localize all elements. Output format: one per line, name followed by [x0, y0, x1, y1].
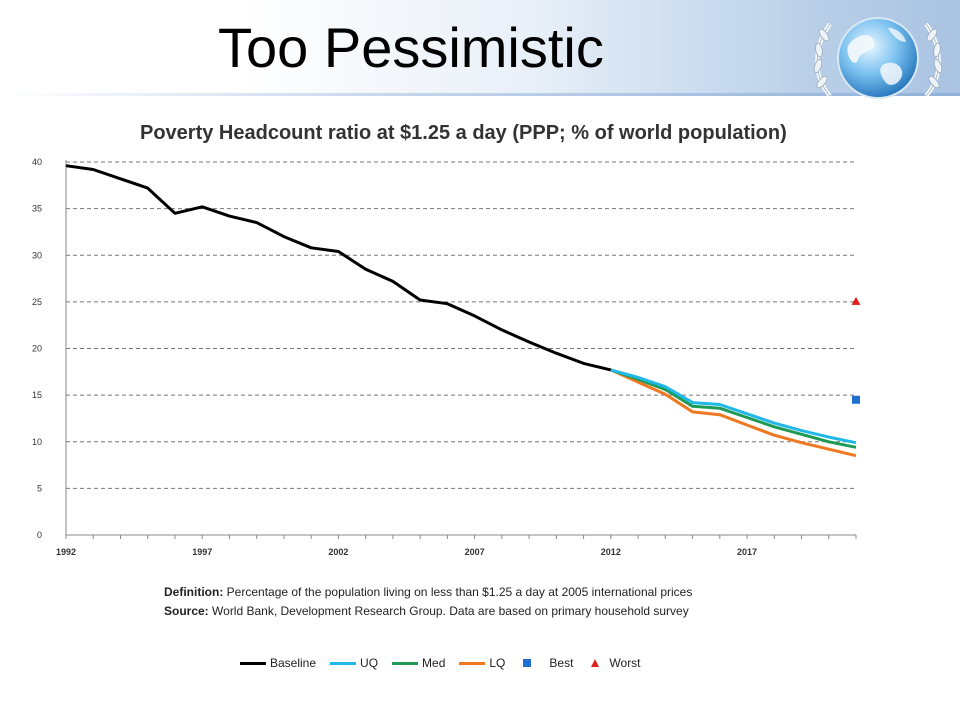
- legend-item-baseline: Baseline: [240, 656, 316, 670]
- legend-swatch-lq: [459, 661, 486, 665]
- series-line-baseline: [65, 164, 612, 372]
- legend-label-worst: Worst: [609, 656, 641, 670]
- slide-title: Too Pessimistic: [218, 16, 604, 79]
- series-line-uq: [610, 368, 857, 445]
- definition-label: Definition:: [164, 585, 224, 599]
- y-tick-label-0: 0: [37, 530, 42, 540]
- poverty-line-chart: 0 5 10 15 20 25 30 35 40 1992 1997 2002 2007 2012 2017: [32, 157, 861, 557]
- legend-swatch-baseline: [240, 661, 266, 665]
- grid-layer: [66, 161, 856, 489]
- y-tick-label-30: 30: [32, 250, 42, 260]
- y-tick-label-25: 25: [32, 297, 42, 307]
- legend-item-med: Med: [392, 656, 445, 670]
- point-best: [852, 395, 860, 404]
- x-tick-label-2017: 2017: [737, 547, 757, 557]
- y-tick-label-5: 5: [37, 483, 42, 493]
- source-line: Source: World Bank, Development Research…: [164, 602, 692, 621]
- legend-item-uq: UQ: [330, 656, 378, 670]
- x-tick-label-1997: 1997: [192, 547, 212, 557]
- x-tick-label-2007: 2007: [465, 547, 485, 557]
- points-layer: [851, 296, 861, 404]
- legend-swatch-worst: [591, 659, 600, 667]
- x-tick-label-2012: 2012: [601, 547, 621, 557]
- chart-notes: Definition: Percentage of the population…: [164, 583, 692, 621]
- chart-legend: Baseline UQ Med LQ Best Worst: [240, 654, 655, 672]
- y-tick-label-10: 10: [32, 437, 42, 447]
- legend-label-lq: LQ: [489, 656, 506, 670]
- point-worst: [851, 296, 861, 305]
- series-line-lq: [610, 368, 857, 458]
- legend-item-worst: Worst: [587, 656, 641, 670]
- legend-item-best: Best: [519, 656, 573, 670]
- y-tick-label-20: 20: [32, 344, 42, 354]
- chart-title: Poverty Headcount ratio at $1.25 a day (…: [140, 122, 787, 144]
- series-layer: [65, 164, 857, 458]
- legend-item-lq: LQ: [459, 656, 505, 670]
- x-tick-label-2002: 2002: [328, 547, 348, 557]
- series-line-med: [610, 368, 857, 449]
- y-tick-label-15: 15: [32, 390, 42, 400]
- globe-laurel-icon: [813, 17, 943, 99]
- legend-swatch-med: [392, 661, 419, 665]
- legend-label-baseline: Baseline: [270, 656, 317, 670]
- definition-line: Definition: Percentage of the population…: [164, 583, 692, 602]
- legend-swatch-uq: [330, 661, 357, 665]
- legend-label-med: Med: [422, 656, 446, 670]
- legend-label-best: Best: [549, 656, 574, 670]
- x-tick-label-1992: 1992: [56, 547, 76, 557]
- header-divider: [0, 93, 960, 96]
- y-tick-label-40: 40: [32, 157, 42, 167]
- definition-text: Percentage of the population living on l…: [226, 585, 693, 599]
- slide-header: [0, 0, 960, 95]
- legend-swatch-best: [523, 659, 532, 667]
- source-text: World Bank, Development Research Group. …: [212, 604, 689, 618]
- legend-label-uq: UQ: [360, 656, 379, 670]
- source-label: Source:: [164, 604, 209, 618]
- axis-layer: 0 5 10 15 20 25 30 35 40 1992 1997 2002 2007 2012 2017: [32, 157, 857, 557]
- y-tick-label-35: 35: [32, 204, 42, 214]
